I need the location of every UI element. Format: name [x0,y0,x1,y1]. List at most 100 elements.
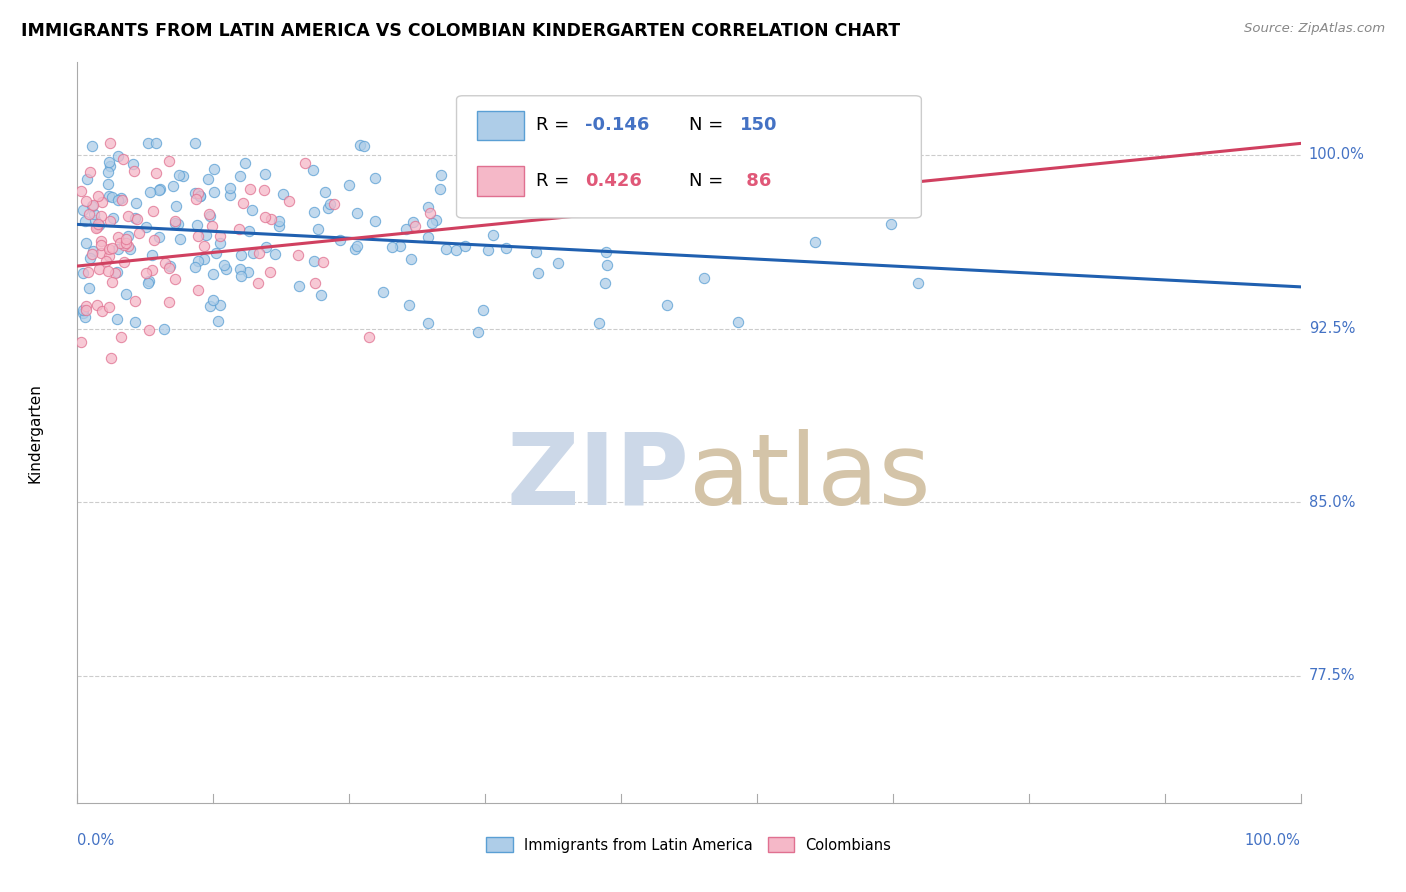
Point [142,233,165,247]
Point [304,204,326,219]
Point [108,235,131,250]
Point [595,258,617,272]
Point [145,166,167,180]
Point [187,254,209,268]
Point [142,204,165,219]
Point [229,169,252,184]
Point [163,214,186,228]
Point [138,136,160,151]
Point [101,211,124,226]
Point [198,209,221,223]
Point [209,228,232,243]
Point [184,186,207,201]
Point [120,242,142,256]
Point [233,156,256,170]
Text: 100.0%: 100.0% [1244,833,1301,848]
Text: 0.0%: 0.0% [77,833,114,848]
Point [122,164,145,178]
Point [76,172,98,186]
Point [84,221,107,235]
Point [201,219,224,234]
Point [145,136,167,151]
Point [229,248,252,262]
Point [80,139,103,153]
Point [288,278,311,293]
Point [880,217,903,231]
Point [304,277,326,291]
Point [429,181,451,195]
Point [135,220,157,235]
Point [110,191,132,205]
Point [163,272,186,286]
Point [172,169,194,183]
Point [127,212,149,227]
Point [186,218,208,232]
Point [239,182,262,196]
Point [98,214,121,228]
Text: 85.0%: 85.0% [1309,494,1355,509]
Point [152,321,174,335]
Text: 77.5%: 77.5% [1309,668,1355,683]
Point [138,323,160,337]
Point [111,152,134,166]
Point [70,185,93,199]
Point [72,306,94,320]
Point [82,244,104,258]
Point [198,299,221,313]
Point [72,302,94,317]
Point [219,181,242,195]
Point [82,198,104,212]
Point [186,192,208,206]
Point [165,199,187,213]
Text: atlas: atlas [689,428,931,525]
Point [167,168,190,182]
Point [219,188,242,202]
Point [101,190,124,204]
Text: N =: N = [689,172,728,190]
Point [349,138,371,153]
Point [87,262,110,277]
Point [212,259,235,273]
Point [254,240,277,254]
Point [329,233,352,247]
Point [416,316,439,330]
Text: ZIP: ZIP [506,428,689,525]
Point [495,241,517,255]
Point [527,266,550,280]
Point [236,264,259,278]
Point [141,248,163,262]
Text: Kindergarten: Kindergarten [27,383,42,483]
Point [141,263,163,277]
Point [364,214,387,228]
Point [446,244,468,258]
Point [100,351,122,365]
Point [169,232,191,246]
Point [149,181,172,195]
Point [242,245,264,260]
FancyBboxPatch shape [457,95,921,218]
Text: 92.5%: 92.5% [1309,321,1355,336]
Point [595,276,617,290]
Point [79,281,101,295]
Point [307,222,329,236]
Point [75,214,97,228]
Point [86,189,108,203]
Point [97,177,120,191]
Point [253,210,276,224]
Point [166,217,188,231]
Point [163,216,186,230]
Point [187,186,209,200]
Text: N =: N = [689,116,728,135]
Point [136,276,159,290]
Point [194,227,217,242]
Point [259,265,281,279]
Point [100,242,122,256]
Point [228,222,250,236]
Point [90,235,112,249]
Bar [477,166,524,195]
Point [187,284,209,298]
Point [159,294,181,309]
Point [907,276,929,290]
Point [253,183,276,197]
Point [98,300,121,314]
